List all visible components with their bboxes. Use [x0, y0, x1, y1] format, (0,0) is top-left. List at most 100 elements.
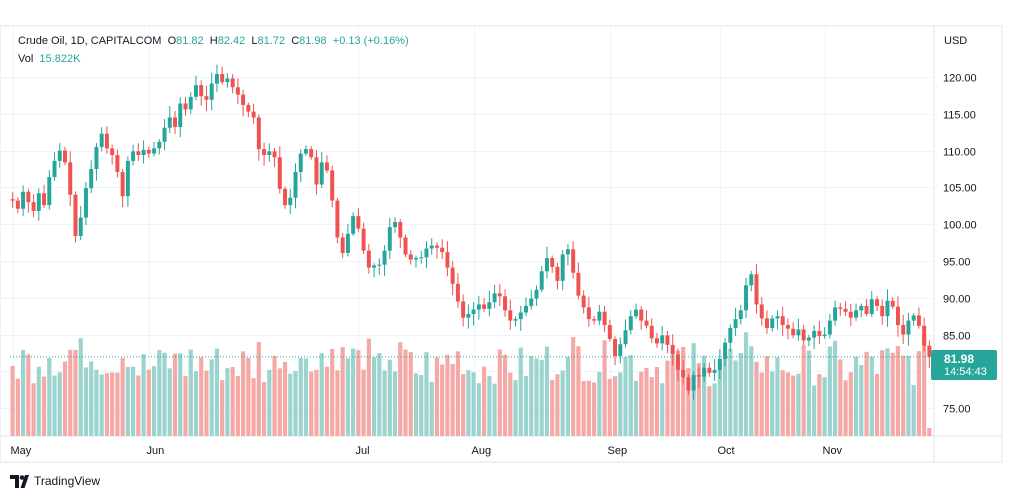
candle [534, 289, 539, 299]
candle [199, 85, 204, 97]
candle [345, 233, 350, 253]
volume-bar [183, 376, 188, 436]
y-tick-label: 100.00 [943, 220, 977, 232]
volume-bar [225, 368, 230, 436]
volume-bar [261, 382, 267, 436]
volume-bar [869, 356, 874, 436]
candle [262, 149, 267, 156]
candle [220, 74, 225, 83]
candle [508, 310, 513, 321]
volume-bar [523, 376, 529, 436]
volume-bar [895, 346, 901, 436]
candle [702, 367, 707, 377]
candle [445, 252, 450, 268]
candle [754, 274, 759, 305]
volume-bar [838, 359, 843, 436]
volume-bar [366, 338, 371, 436]
x-tick-label: Jun [147, 445, 165, 457]
candle [576, 272, 581, 296]
candle [775, 316, 780, 319]
volume-bar [340, 346, 345, 436]
last-price-tag: 81.98 14:54:43 [931, 350, 997, 380]
candle [73, 194, 78, 236]
volume-bar [125, 366, 130, 436]
open-value: 81.82 [176, 35, 204, 47]
candle [309, 149, 314, 158]
volume-bar [654, 367, 660, 436]
volume-bar [99, 374, 104, 436]
candle [927, 345, 932, 357]
candle [21, 191, 26, 209]
volume-bar [413, 373, 419, 436]
volume-bar [853, 356, 859, 436]
x-tick-label: May [11, 445, 32, 457]
volume-bar [429, 381, 434, 436]
volume-bar [408, 352, 413, 436]
volume-bar [796, 373, 801, 436]
volume-bar [461, 374, 466, 436]
volume-bar [382, 370, 387, 436]
candle [785, 325, 790, 329]
candle [162, 127, 167, 142]
candle [225, 78, 230, 83]
volume-bar [565, 356, 571, 436]
volume-bar [36, 366, 41, 436]
volume-bar [801, 345, 806, 436]
close-value: 81.98 [299, 35, 327, 47]
candle [592, 319, 597, 321]
candle [335, 200, 340, 238]
candle [434, 245, 439, 248]
volume-bar [817, 374, 822, 436]
candle [125, 160, 130, 197]
volume-bar [843, 380, 848, 436]
volume-bar [848, 372, 853, 436]
volume-bar [47, 357, 52, 436]
candle [403, 237, 408, 255]
volume-bar [738, 352, 743, 436]
volume-bar [188, 349, 193, 436]
volume-bar [717, 368, 722, 436]
last-price-value: 81.98 [944, 352, 975, 366]
candle [524, 305, 528, 313]
volume-bar [665, 360, 670, 436]
volume-value: 15.822K [39, 53, 81, 65]
volume-bar [502, 354, 508, 436]
volume-bar [555, 374, 560, 436]
volume-label: Vol [18, 53, 34, 65]
candle [895, 306, 900, 326]
candle [267, 151, 272, 156]
candle [597, 311, 602, 321]
candle [901, 325, 906, 335]
candle [838, 307, 843, 309]
candle [691, 375, 696, 391]
volume-bar [214, 348, 220, 436]
volume-bar [696, 363, 701, 436]
volume-bar [827, 346, 832, 436]
candle [288, 197, 293, 206]
candle [707, 367, 712, 373]
volume-bar [791, 375, 796, 436]
candle [550, 258, 555, 267]
candle [649, 325, 654, 339]
candle [246, 104, 251, 112]
candle [670, 344, 675, 355]
volume-bar [41, 376, 47, 436]
volume-bar [162, 352, 167, 436]
volume-bar [251, 378, 256, 436]
volume-bar [131, 366, 136, 436]
volume-bar [576, 346, 581, 436]
tradingview-logo-icon [10, 474, 29, 488]
volume-bar [728, 348, 733, 436]
candle [94, 146, 99, 169]
change-value: +0.13 (+0.16%) [332, 35, 409, 47]
candle [864, 305, 869, 314]
candle [869, 299, 874, 314]
tradingview-logo[interactable]: TradingView [10, 473, 100, 489]
candle [146, 149, 151, 154]
volume-bar [62, 361, 68, 436]
volume-bar [403, 349, 408, 436]
candle [429, 245, 434, 249]
y-tick-label: 110.00 [943, 147, 976, 159]
candle [78, 217, 83, 236]
